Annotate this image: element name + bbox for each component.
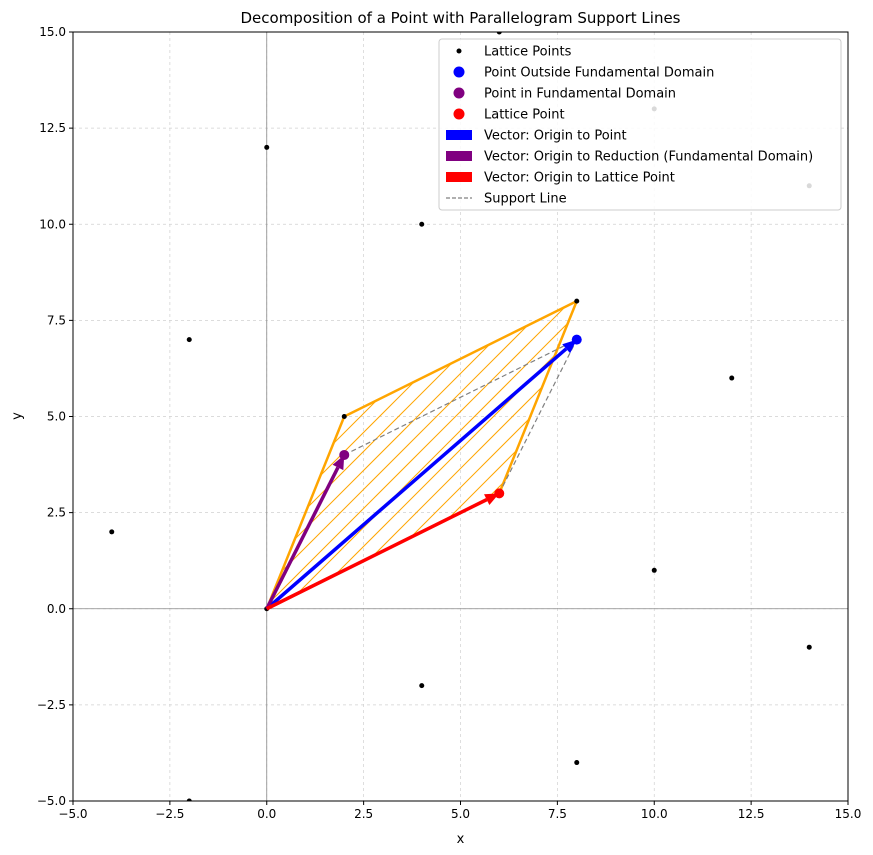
vector-head xyxy=(562,339,577,354)
hatch-line xyxy=(266,301,577,609)
vector-shaft xyxy=(265,347,568,611)
lattice-point xyxy=(574,298,580,304)
legend-entry: Vector: Origin to Reduction (Fundamental… xyxy=(446,150,813,165)
lattice-point xyxy=(574,760,580,766)
legend-label: Support Line xyxy=(484,192,567,207)
x-tick-label: 2.5 xyxy=(354,807,373,821)
legend-entry: Lattice Points xyxy=(456,45,572,60)
y-tick-label: 12.5 xyxy=(39,121,66,135)
y-tick-label: 15.0 xyxy=(39,25,66,39)
vector-head xyxy=(484,493,500,505)
legend-label: Lattice Points xyxy=(484,45,572,60)
legend-marker-dot xyxy=(453,87,465,99)
lattice-point xyxy=(419,683,425,689)
x-tick-label: 15.0 xyxy=(835,807,862,821)
lattice-point xyxy=(109,529,115,535)
y-axis: −5.0 −2.5 0.0 2.5 5.0 7.5 10.0 12.5 15.0 xyxy=(37,25,73,808)
vector-head xyxy=(332,454,345,471)
lattice-point xyxy=(651,567,657,573)
legend-label: Lattice Point xyxy=(484,108,565,123)
hatch-line xyxy=(0,0,36,855)
lattice-point xyxy=(419,221,425,227)
hatch-line xyxy=(266,301,577,609)
hatch-line xyxy=(0,0,17,855)
legend-label: Vector: Origin to Reduction (Fundamental… xyxy=(484,150,813,165)
hatch-line xyxy=(266,301,577,609)
x-tick-label: 10.0 xyxy=(641,807,668,821)
legend-entry: Point in Fundamental Domain xyxy=(453,87,676,102)
hatch-line xyxy=(266,301,577,609)
x-tick-label: −2.5 xyxy=(155,807,184,821)
hatch-line xyxy=(266,301,577,609)
legend-entry: Lattice Point xyxy=(453,108,565,123)
x-tick-label: 7.5 xyxy=(548,807,567,821)
x-tick-label: 0.0 xyxy=(257,807,276,821)
hatch-line xyxy=(266,301,577,609)
lattice-point xyxy=(186,337,192,343)
y-tick-label: 2.5 xyxy=(47,506,66,520)
legend: Lattice Points Point Outside Fundamental … xyxy=(438,38,842,211)
legend-entry: Vector: Origin to Point xyxy=(446,129,627,144)
legend-marker-rect xyxy=(446,151,472,161)
legend-label: Point in Fundamental Domain xyxy=(484,87,676,102)
legend-label: Vector: Origin to Point xyxy=(484,129,627,144)
hatch-line xyxy=(0,0,226,855)
legend-marker-dot xyxy=(453,66,465,78)
vector-arrow-3 xyxy=(265,493,500,611)
y-tick-label: 7.5 xyxy=(47,313,66,327)
legend-marker-rect xyxy=(446,172,472,182)
legend-entry: Vector: Origin to Lattice Point xyxy=(446,171,675,186)
chart-title: Decomposition of a Point with Parallelog… xyxy=(240,9,680,27)
legend-entry: Point Outside Fundamental Domain xyxy=(453,66,714,81)
hatch-line xyxy=(266,301,577,609)
y-tick-label: 5.0 xyxy=(47,410,66,424)
vector-arrow-1 xyxy=(265,339,577,611)
hatch-line xyxy=(266,301,577,609)
legend-entry: Support Line xyxy=(446,192,567,207)
legend-label: Vector: Origin to Lattice Point xyxy=(484,171,675,186)
x-tick-label: 5.0 xyxy=(451,807,470,821)
y-tick-label: −5.0 xyxy=(37,794,66,808)
legend-label: Point Outside Fundamental Domain xyxy=(484,66,714,81)
vector-shaft xyxy=(265,498,488,611)
x-axis-label: x xyxy=(457,832,465,847)
hatch-line xyxy=(266,301,577,609)
hatch-line xyxy=(0,0,169,855)
x-tick-label: 12.5 xyxy=(738,807,765,821)
legend-marker-dot xyxy=(453,108,465,120)
hatch-line xyxy=(867,0,873,855)
lattice-point xyxy=(186,798,192,801)
y-tick-label: 0.0 xyxy=(47,602,66,616)
lattice-point xyxy=(806,644,812,650)
support-line xyxy=(343,339,578,456)
lattice-point xyxy=(264,144,270,150)
lattice-point xyxy=(496,32,502,35)
support-line xyxy=(498,339,578,494)
lattice-point xyxy=(729,375,735,381)
y-axis-label: y xyxy=(10,412,25,420)
hatch-line xyxy=(266,301,577,609)
legend-box xyxy=(438,38,842,211)
lattice-point xyxy=(341,414,347,419)
vector-arrow-2 xyxy=(265,454,345,610)
y-tick-label: 10.0 xyxy=(39,217,66,231)
legend-marker-rect xyxy=(446,130,472,140)
hatch-line xyxy=(848,0,873,855)
zero-lines xyxy=(73,32,848,801)
x-tick-label: −5.0 xyxy=(58,807,87,821)
x-axis: −5.0 −2.5 0.0 2.5 5.0 7.5 10.0 12.5 15.0 xyxy=(58,801,861,821)
legend-marker-small-dot xyxy=(456,48,462,54)
y-tick-label: −2.5 xyxy=(37,698,66,712)
parallelogram-outline xyxy=(265,299,578,610)
vector-shaft xyxy=(265,466,340,610)
